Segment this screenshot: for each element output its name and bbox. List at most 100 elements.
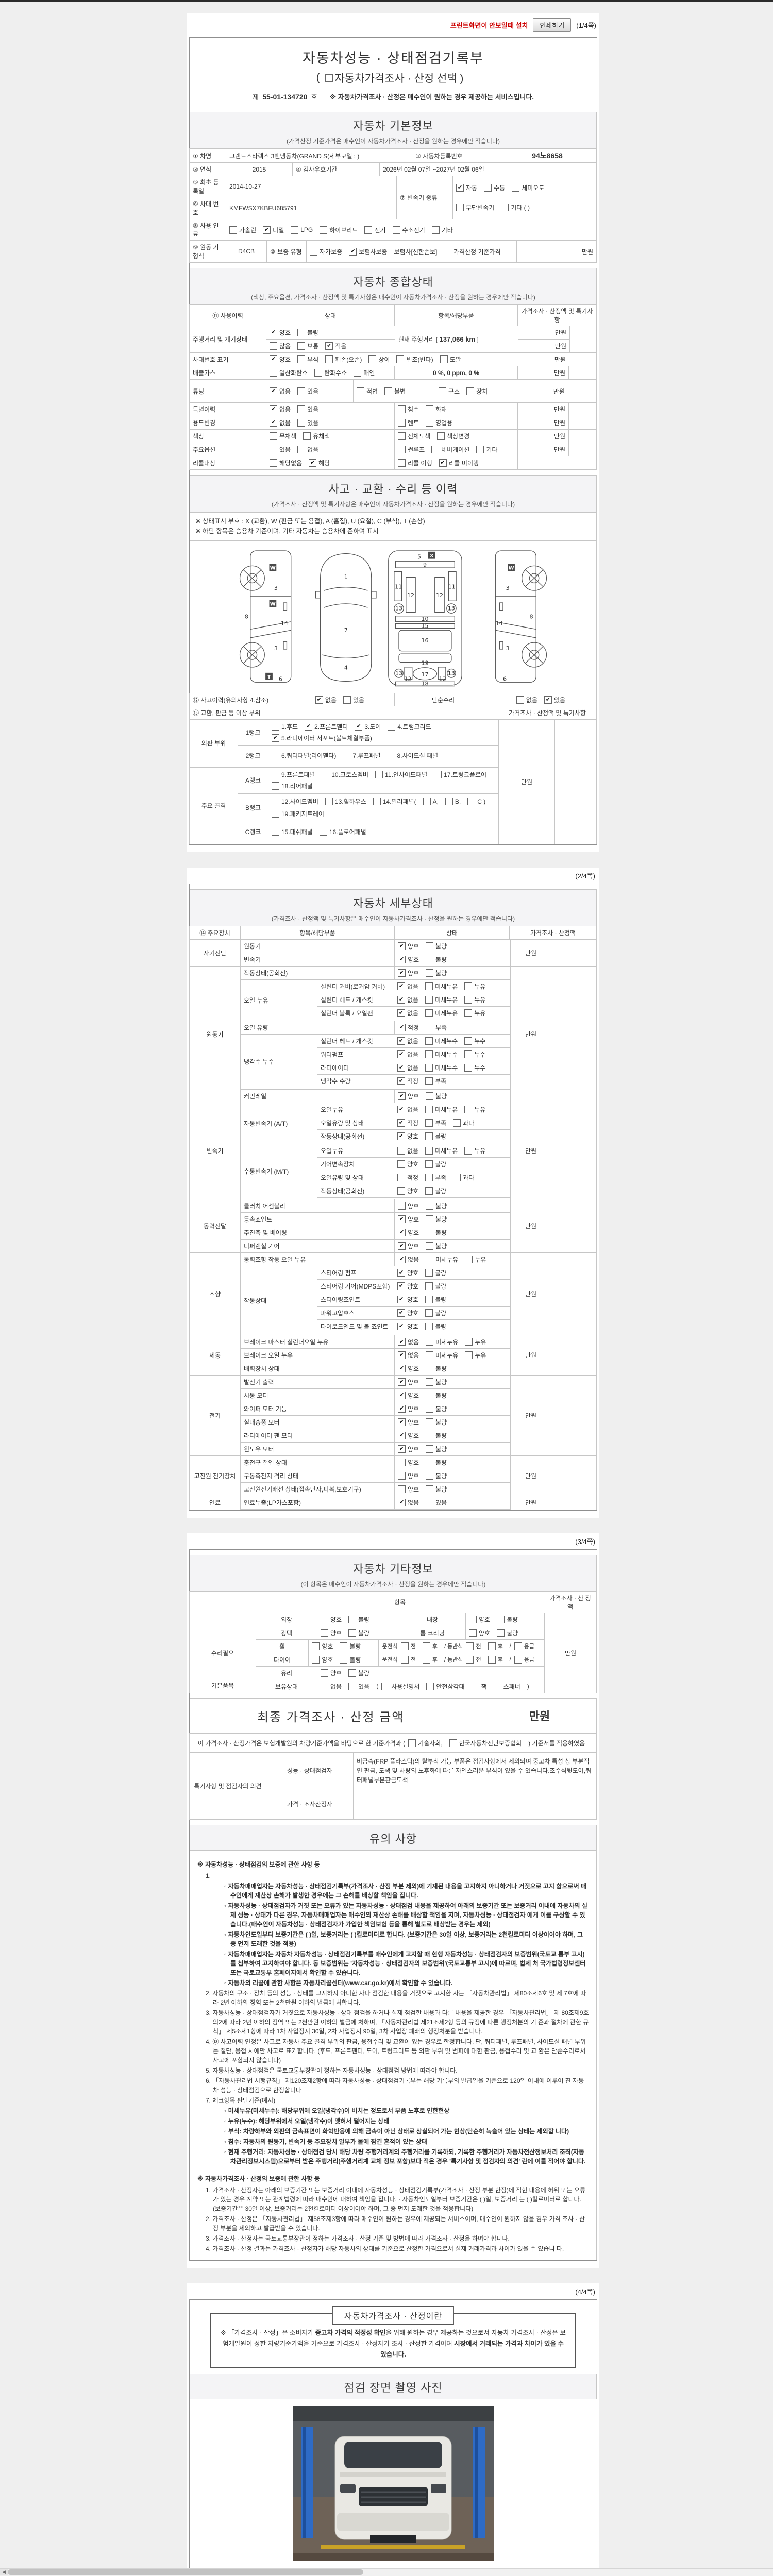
checkbox[interactable]: [425, 982, 433, 990]
checkbox-checked[interactable]: ✔: [398, 969, 406, 977]
checkbox[interactable]: [398, 1485, 406, 1493]
checkbox-checked[interactable]: ✔: [398, 1092, 406, 1100]
checkbox-checked[interactable]: ✔: [456, 183, 464, 192]
checkbox[interactable]: [397, 1146, 405, 1155]
checkbox[interactable]: [426, 969, 434, 977]
checkbox[interactable]: [373, 798, 381, 805]
checkbox-checked[interactable]: ✔: [398, 1351, 406, 1359]
checkbox[interactable]: [464, 982, 473, 990]
checkbox-checked[interactable]: ✔: [270, 387, 277, 395]
checkbox[interactable]: [388, 723, 396, 731]
checkbox[interactable]: [348, 1615, 357, 1623]
checkbox[interactable]: [425, 1187, 433, 1195]
checkbox[interactable]: [426, 955, 434, 963]
checkbox[interactable]: [425, 1309, 433, 1317]
print-button[interactable]: 인쇄하기: [533, 18, 572, 32]
checkbox[interactable]: [512, 183, 520, 192]
checkbox-checked[interactable]: ✔: [355, 723, 363, 731]
scroll-left-arrow[interactable]: ◀: [0, 2569, 8, 2575]
checkbox[interactable]: [312, 1655, 320, 1664]
checkbox[interactable]: [426, 1023, 434, 1031]
checkbox[interactable]: [272, 782, 279, 790]
checkbox[interactable]: [426, 1337, 434, 1346]
checkbox[interactable]: [354, 369, 362, 377]
checkbox[interactable]: [425, 1063, 433, 1072]
checkbox-checked[interactable]: ✔: [397, 995, 405, 1004]
checkbox[interactable]: [325, 798, 333, 805]
checkbox-checked[interactable]: ✔: [270, 329, 277, 336]
checkbox[interactable]: [397, 1160, 405, 1168]
checkbox[interactable]: [426, 1471, 434, 1480]
checkbox[interactable]: [466, 1642, 474, 1650]
checkbox[interactable]: [314, 369, 323, 377]
checkbox[interactable]: [425, 1009, 433, 1017]
checkbox[interactable]: [425, 1160, 433, 1168]
checkbox[interactable]: [464, 1009, 473, 1017]
checkbox[interactable]: [357, 387, 364, 395]
checkbox[interactable]: [426, 1404, 434, 1413]
checkbox[interactable]: [425, 1146, 433, 1155]
checkbox[interactable]: [398, 1471, 406, 1480]
checkbox[interactable]: [398, 405, 406, 413]
checkbox[interactable]: [425, 1105, 433, 1113]
checkbox[interactable]: [453, 1118, 461, 1127]
checkbox[interactable]: [400, 1642, 409, 1650]
checkbox[interactable]: [387, 752, 395, 759]
checkbox[interactable]: [270, 369, 277, 377]
checkbox[interactable]: [397, 1173, 405, 1181]
checkbox-checked[interactable]: ✔: [398, 1418, 406, 1426]
checkbox[interactable]: [392, 226, 400, 234]
checkbox-checked[interactable]: ✔: [397, 1322, 405, 1330]
checkbox-checked[interactable]: ✔: [270, 419, 277, 427]
checkbox[interactable]: [422, 1642, 430, 1650]
checkbox[interactable]: [431, 446, 440, 453]
checkbox[interactable]: [426, 942, 434, 950]
checkbox[interactable]: [449, 1739, 457, 1747]
checkbox[interactable]: [398, 432, 406, 440]
checkbox[interactable]: [426, 1378, 434, 1386]
checkbox[interactable]: [465, 1337, 473, 1346]
checkbox-checked[interactable]: ✔: [397, 982, 405, 990]
checkbox[interactable]: [398, 446, 406, 453]
checkbox[interactable]: [493, 1682, 501, 1690]
checkbox-checked[interactable]: ✔: [398, 1445, 406, 1453]
checkbox[interactable]: [426, 1391, 434, 1399]
checkbox-checked[interactable]: ✔: [263, 226, 271, 234]
checkbox[interactable]: [375, 771, 383, 778]
checkbox[interactable]: [398, 1458, 406, 1466]
checkbox[interactable]: [348, 1669, 357, 1677]
checkbox[interactable]: [348, 1629, 357, 1637]
checkbox-checked[interactable]: ✔: [398, 1378, 406, 1386]
checkbox[interactable]: [425, 1037, 433, 1045]
checkbox-checked[interactable]: ✔: [397, 1077, 405, 1085]
checkbox[interactable]: [426, 1255, 434, 1263]
checkbox[interactable]: [426, 1445, 434, 1453]
checkbox[interactable]: [426, 1431, 434, 1439]
checkbox[interactable]: [501, 204, 509, 212]
checkbox[interactable]: [364, 226, 373, 234]
checkbox[interactable]: [426, 1498, 434, 1506]
checkbox[interactable]: [343, 752, 351, 759]
checkbox-checked[interactable]: ✔: [397, 1295, 405, 1303]
checkbox[interactable]: [464, 995, 473, 1004]
checkbox[interactable]: [426, 1215, 434, 1223]
checkbox-checked[interactable]: ✔: [398, 1431, 406, 1439]
checkbox[interactable]: [272, 810, 279, 818]
checkbox-checked[interactable]: ✔: [270, 405, 277, 413]
checkbox[interactable]: [398, 419, 406, 427]
checkbox[interactable]: [516, 696, 524, 704]
checkbox[interactable]: [297, 446, 306, 453]
checkbox[interactable]: [497, 1629, 505, 1637]
checkbox[interactable]: [312, 1642, 320, 1650]
checkbox[interactable]: [321, 1682, 328, 1690]
checkbox[interactable]: [425, 1132, 433, 1140]
checkbox[interactable]: [434, 771, 442, 778]
checkbox[interactable]: [272, 798, 279, 805]
checkbox[interactable]: [484, 183, 492, 192]
checkbox[interactable]: [425, 1118, 433, 1127]
checkbox[interactable]: [381, 1682, 390, 1690]
checkbox[interactable]: [270, 432, 277, 440]
checkbox[interactable]: [397, 1187, 405, 1195]
checkbox[interactable]: [426, 405, 434, 413]
checkbox[interactable]: [325, 355, 333, 363]
